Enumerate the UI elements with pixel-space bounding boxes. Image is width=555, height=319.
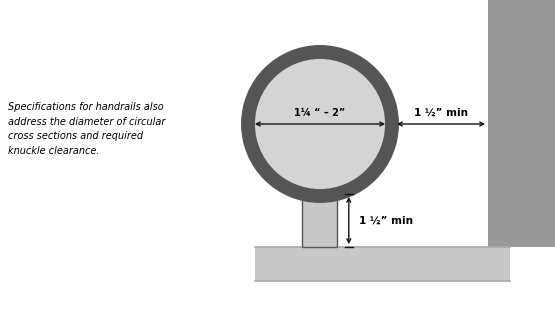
Bar <box>302 194 337 247</box>
Circle shape <box>248 52 392 196</box>
Text: Specifications for handrails also
address the diameter of circular
cross section: Specifications for handrails also addres… <box>8 102 165 156</box>
Text: 1 ½” min: 1 ½” min <box>414 108 468 118</box>
Bar <box>255 247 510 281</box>
Text: 1 ½” min: 1 ½” min <box>359 216 413 226</box>
Text: 1¼ “ – 2”: 1¼ “ – 2” <box>294 108 346 118</box>
Bar <box>488 0 555 247</box>
